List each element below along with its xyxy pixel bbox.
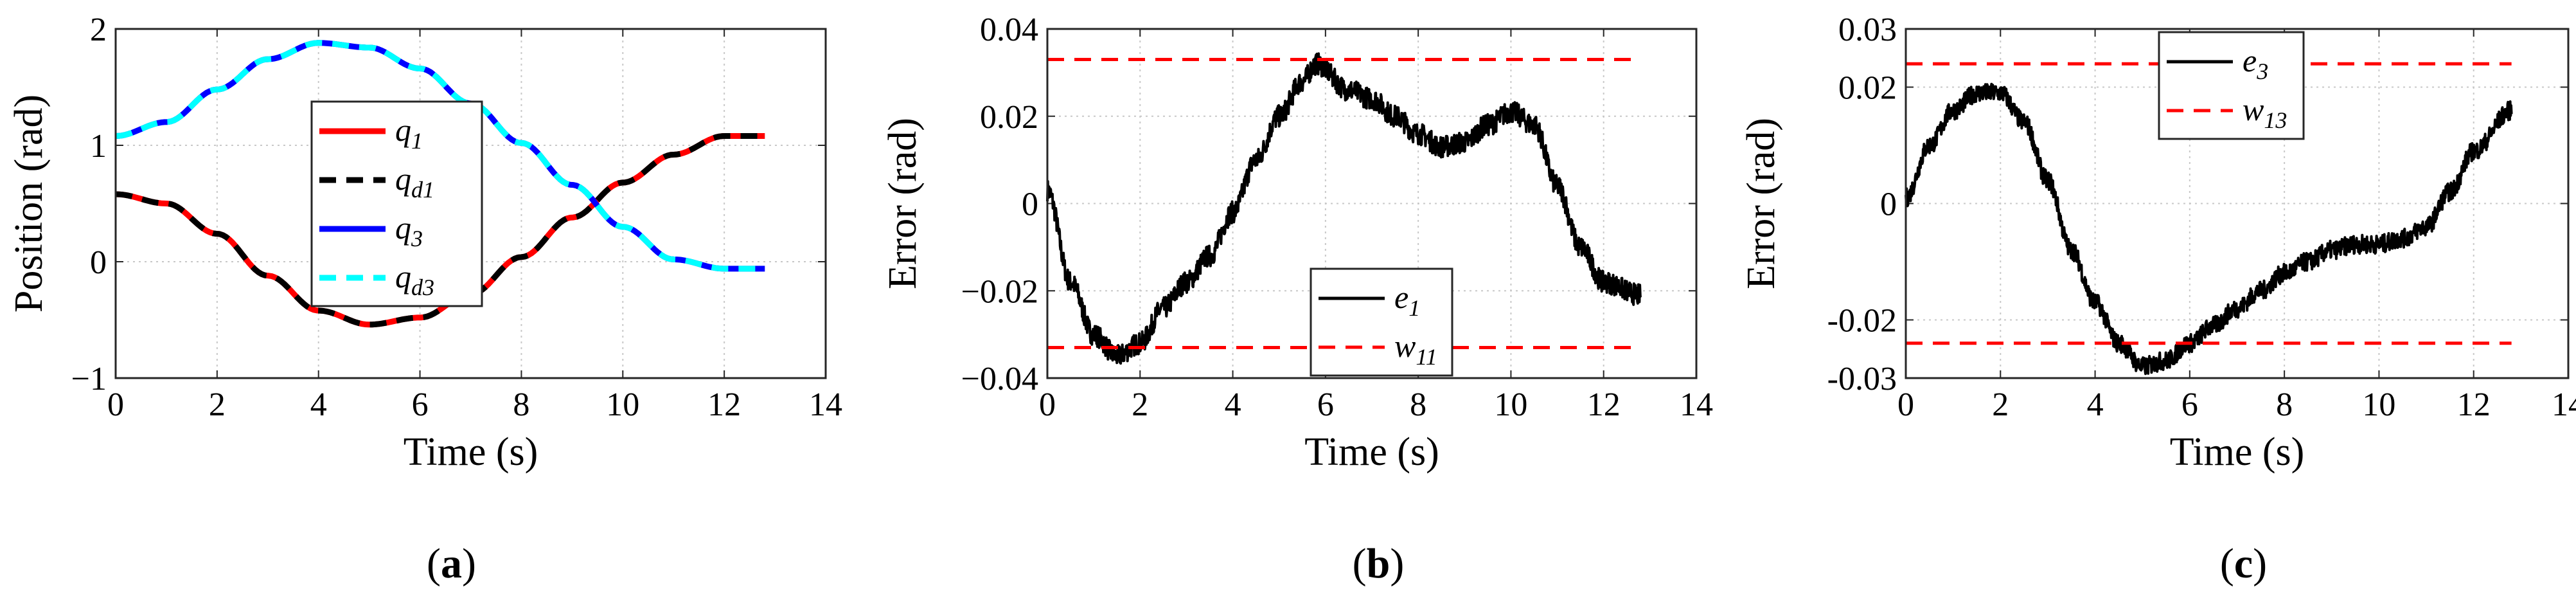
y-tick-label: 0.02 bbox=[980, 99, 1038, 136]
y-tick-label: 0.03 bbox=[1838, 12, 1897, 48]
series-line-qd1 bbox=[115, 133, 765, 328]
x-tick-label: 4 bbox=[1225, 386, 1241, 423]
x-tick-label: 6 bbox=[412, 386, 429, 423]
x-axis-label: Time (s) bbox=[1304, 430, 1439, 474]
y-axis-label: Error (rad) bbox=[881, 118, 925, 289]
x-tick-label: 10 bbox=[606, 386, 639, 423]
x-tick-label: 8 bbox=[513, 386, 529, 423]
caption-part: ) bbox=[2253, 540, 2267, 587]
series-line-e1 bbox=[1046, 52, 1642, 365]
x-axis-label: Time (s) bbox=[2170, 430, 2305, 474]
x-tick-label: 8 bbox=[2276, 386, 2293, 423]
axes-box bbox=[1046, 28, 1698, 379]
y-tick-label: 0 bbox=[1880, 186, 1897, 223]
caption-part: ( bbox=[427, 540, 441, 587]
y-axis-label: Error (rad) bbox=[1739, 118, 1783, 289]
caption-part: b bbox=[1367, 540, 1390, 587]
y-tick-label: 1 bbox=[90, 128, 107, 165]
x-tick-label: 2 bbox=[209, 386, 226, 423]
x-tick-label: 2 bbox=[1992, 386, 2009, 423]
x-tick-label: 14 bbox=[1680, 386, 1713, 423]
legend-label-subscript: d1 bbox=[411, 177, 434, 203]
legend-label-subscript: 1 bbox=[411, 128, 423, 154]
x-tick-label: 6 bbox=[2181, 386, 2198, 423]
caption-part: ( bbox=[2220, 540, 2234, 587]
legend-label-subscript: 1 bbox=[1408, 295, 1420, 321]
legend-label-subscript: d3 bbox=[411, 275, 434, 300]
x-tick-label: 0 bbox=[107, 386, 124, 423]
caption: (c) bbox=[2220, 540, 2267, 587]
caption-part: a bbox=[441, 540, 462, 587]
caption-part: ( bbox=[1353, 540, 1367, 587]
legend-label: e1 bbox=[1394, 279, 1420, 321]
x-tick-label: 10 bbox=[1494, 386, 1527, 423]
legend-box bbox=[1310, 267, 1453, 377]
x-tick-label: 0 bbox=[1897, 386, 1914, 423]
legend-label-subscript: 3 bbox=[411, 226, 423, 251]
x-tick-label: 10 bbox=[2362, 386, 2395, 423]
y-tick-label: -0.03 bbox=[1827, 361, 1897, 397]
caption-part: ) bbox=[1390, 540, 1404, 587]
x-tick-label: 2 bbox=[1132, 386, 1148, 423]
y-tick-label: 0 bbox=[1022, 186, 1038, 223]
y-tick-label: −0.04 bbox=[961, 361, 1038, 397]
x-tick-label: 12 bbox=[2457, 386, 2491, 423]
x-tick-label: 6 bbox=[1317, 386, 1334, 423]
legend-label-subscript: 3 bbox=[2256, 59, 2268, 84]
axes-box bbox=[114, 28, 827, 379]
y-tick-label: 0.04 bbox=[980, 12, 1038, 48]
legend-label-subscript: 13 bbox=[2264, 107, 2287, 133]
x-tick-label: 0 bbox=[1039, 386, 1056, 423]
caption: (b) bbox=[1353, 540, 1405, 587]
y-tick-label: 0.02 bbox=[1838, 70, 1897, 107]
axes-box bbox=[1905, 28, 2570, 379]
y-tick-label: −0.02 bbox=[961, 273, 1038, 310]
x-tick-label: 4 bbox=[2087, 386, 2104, 423]
x-tick-label: 12 bbox=[707, 386, 741, 423]
x-tick-label: 12 bbox=[1587, 386, 1621, 423]
legend-label-subscript: 11 bbox=[1416, 344, 1437, 370]
y-tick-label: −1 bbox=[71, 361, 107, 397]
y-tick-label: 0 bbox=[90, 244, 107, 281]
x-axis-label: Time (s) bbox=[404, 430, 538, 474]
legend-box bbox=[310, 100, 483, 307]
x-tick-label: 8 bbox=[1410, 386, 1426, 423]
caption-part: ) bbox=[462, 540, 476, 587]
x-tick-label: 14 bbox=[2552, 386, 2576, 423]
series-line-e3 bbox=[1905, 82, 2513, 376]
legend-label: w13 bbox=[2243, 91, 2287, 133]
caption: (a) bbox=[427, 540, 476, 587]
y-tick-label: 2 bbox=[90, 12, 107, 48]
series-line-qd3 bbox=[115, 40, 765, 272]
legend-box bbox=[2158, 31, 2305, 140]
y-axis-label: Position (rad) bbox=[7, 95, 51, 313]
x-tick-label: 14 bbox=[809, 386, 842, 423]
x-tick-label: 4 bbox=[310, 386, 327, 423]
caption-part: c bbox=[2234, 540, 2253, 587]
chart-c: 02468101214-0.03-0.0200.020.03e3w13Time … bbox=[1739, 12, 2576, 587]
y-tick-label: -0.02 bbox=[1827, 303, 1897, 340]
